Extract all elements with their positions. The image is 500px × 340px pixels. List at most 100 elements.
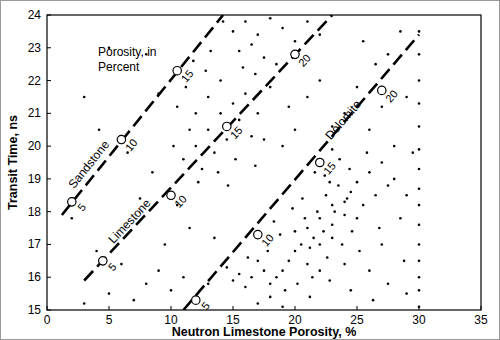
scatter-point: [269, 282, 272, 285]
scatter-point: [333, 210, 336, 213]
scatter-point: [257, 302, 260, 305]
scatter-point: [247, 256, 250, 259]
series-name: Dolomite: [322, 97, 364, 142]
scatter-point: [368, 269, 371, 272]
x-tick: [233, 306, 234, 310]
porosity-label: 20: [296, 52, 313, 69]
y-tick-label: 15: [28, 303, 42, 317]
scatter-point: [275, 63, 278, 66]
scatter-point: [381, 243, 384, 246]
scatter-point: [418, 260, 421, 263]
scatter-point: [288, 105, 291, 108]
scatter-point: [182, 158, 185, 161]
scatter-point: [343, 263, 346, 266]
x-axis-label: Neutron Limestone Porosity, %: [172, 325, 357, 339]
porosity-label: 15: [228, 124, 245, 141]
scatter-point: [83, 96, 86, 99]
y-tick: [47, 113, 51, 114]
y-tick-label: 17: [28, 237, 42, 251]
series-name: Sandstone: [65, 137, 112, 191]
porosity-label: 5: [106, 261, 119, 274]
scatter-point: [294, 128, 297, 131]
scatter-point: [312, 237, 315, 240]
scatter-point: [279, 233, 282, 236]
scatter-point: [331, 148, 334, 151]
scatter-point: [192, 60, 195, 63]
lithology-line: [62, 15, 223, 215]
scatter-point: [372, 299, 375, 302]
scatter-point: [412, 151, 415, 154]
porosity-label: 15: [179, 68, 196, 85]
scatter-point: [188, 227, 191, 230]
y-tick-label: 20: [28, 139, 42, 153]
scatter-point: [281, 269, 284, 272]
scatter-point: [368, 128, 371, 131]
scatter-point: [405, 292, 408, 295]
scatter-point: [185, 86, 188, 89]
scatter-point: [250, 276, 253, 279]
scatter-point: [338, 158, 341, 161]
scatter-point: [362, 204, 365, 207]
scatter-point: [366, 151, 369, 154]
scatter-point: [120, 263, 123, 266]
scatter-point: [213, 237, 216, 240]
scatter-point: [207, 282, 210, 285]
scatter-point: [244, 92, 247, 95]
scatter-point: [291, 207, 294, 210]
scatter-point: [311, 276, 314, 279]
scatter-point: [281, 145, 284, 148]
scatter-point: [213, 151, 216, 154]
scatter-point: [328, 181, 331, 184]
scatter-point: [294, 40, 297, 43]
scatter-point: [319, 217, 322, 220]
y-tick-label: 23: [28, 41, 42, 55]
scatter-point: [201, 168, 204, 171]
scatter-point: [405, 194, 408, 197]
scatter-point: [356, 181, 359, 184]
y-tick: [47, 146, 51, 147]
scatter-point: [83, 302, 86, 305]
scatter-point: [387, 184, 390, 187]
scatter-point: [418, 187, 421, 190]
scatter-point: [418, 168, 421, 171]
plot-frame: [47, 15, 481, 310]
x-tick: [357, 306, 358, 310]
x-tick: [171, 306, 172, 310]
scatter-point: [306, 263, 309, 266]
porosity-label: 5: [75, 201, 88, 213]
y-tick-label: 16: [28, 270, 42, 284]
scatter-point: [418, 276, 421, 279]
y-tick: [47, 15, 51, 16]
scatter-point: [263, 56, 266, 59]
scatter-point: [374, 63, 377, 66]
scatter-point: [319, 79, 322, 82]
scatter-point: [226, 138, 229, 141]
scatter-point: [281, 305, 284, 308]
y-tick: [47, 310, 51, 311]
plot-marks: [62, 15, 420, 310]
scatter-point: [309, 296, 312, 299]
scatter-point: [351, 230, 354, 233]
lithology-line: [183, 35, 419, 310]
x-tick: [481, 306, 482, 310]
scatter-point: [232, 279, 235, 282]
x-tick-label: 0: [44, 313, 51, 327]
scatter-point: [325, 194, 328, 197]
scatter-point: [331, 237, 334, 240]
scatter-point: [381, 161, 384, 164]
scatter-point: [328, 279, 331, 282]
scatter-point: [322, 230, 325, 233]
scatter-point: [343, 201, 346, 204]
scatter-point: [71, 217, 74, 220]
scatter-point: [207, 96, 210, 99]
scatter-point: [254, 73, 257, 76]
scatter-point: [316, 210, 319, 213]
scatter-point: [319, 33, 322, 36]
porosity-label: 5: [199, 300, 212, 312]
porosity-label: 10: [259, 232, 276, 249]
scatter-point: [244, 20, 247, 23]
scatter-point: [95, 250, 98, 253]
scatter-point: [232, 30, 235, 33]
annotation-line: Porosity, in: [98, 45, 156, 59]
scatter-point: [108, 292, 111, 295]
